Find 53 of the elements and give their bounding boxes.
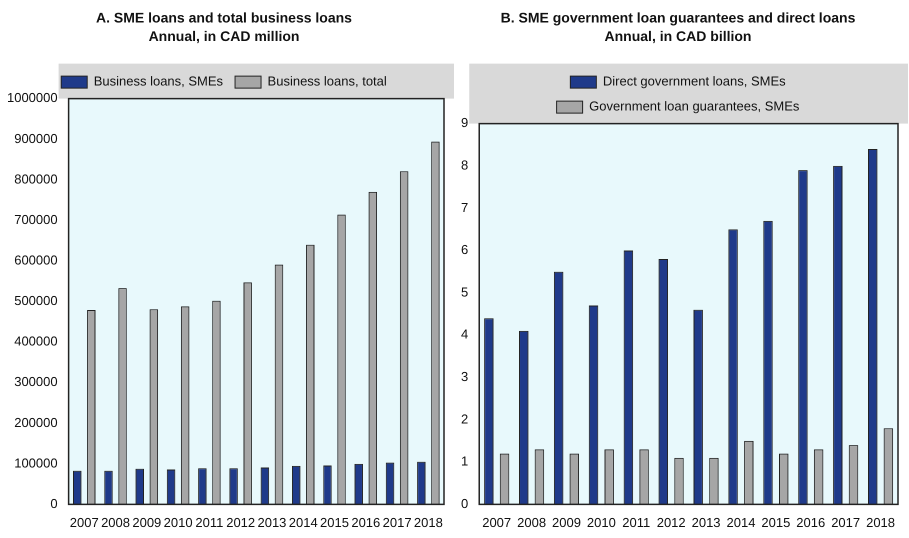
- y-tick-label: 2: [460, 411, 468, 426]
- legend-label: Direct government loans, SMEs: [602, 74, 786, 89]
- x-tick-label: 2007: [70, 514, 99, 530]
- x-tick-label: 2007: [482, 514, 512, 530]
- y-tick-label: 3: [460, 369, 468, 384]
- y-tick-label: 600000: [14, 252, 58, 268]
- y-tick-label: 1000000: [6, 90, 58, 106]
- y-tick-label: 400000: [14, 334, 58, 349]
- x-tick-label: 2016: [351, 514, 380, 530]
- x-tick-label: 2015: [320, 514, 349, 530]
- x-tick-label: 2013: [257, 514, 286, 530]
- x-tick-label: 2016: [796, 514, 826, 530]
- legend-label: Government loan guarantees, SMEs: [589, 98, 800, 114]
- legend-label: Business loans, total: [268, 74, 387, 89]
- x-tick-label: 2014: [726, 514, 756, 530]
- y-tick-label: 9: [460, 115, 468, 130]
- x-tick-label: 2011: [622, 514, 650, 530]
- x-tick-label: 2008: [517, 514, 546, 530]
- y-tick-label: 6: [460, 242, 468, 258]
- x-tick-label: 2012: [226, 514, 256, 530]
- y-tick-label: 4: [460, 326, 468, 342]
- y-tick-label: 7: [460, 200, 468, 215]
- y-tick-label: 0: [50, 496, 58, 511]
- legend-label: Business loans, SMEs: [94, 74, 224, 89]
- x-tick-label: 2017: [382, 514, 412, 530]
- chart-title: A. SME loans and total business loans: [96, 9, 352, 26]
- x-tick-label: 2011: [195, 514, 224, 530]
- x-tick-label: 2013: [692, 514, 721, 530]
- y-tick-label: 700000: [14, 212, 58, 227]
- y-tick-label: 5: [460, 284, 468, 300]
- y-tick-label: 1: [460, 454, 468, 469]
- chart-title: B. SME government loan guarantees and direct loans: [500, 9, 856, 26]
- y-tick-label: 100000: [14, 455, 58, 470]
- y-tick-label: 500000: [14, 293, 58, 308]
- y-tick-label: 300000: [14, 374, 58, 390]
- x-tick-label: 2008: [101, 514, 130, 530]
- y-tick-label: 800000: [14, 171, 58, 186]
- x-tick-label: 2018: [414, 514, 443, 530]
- y-tick-label: 8: [460, 157, 468, 172]
- y-tick-label: 0: [460, 496, 468, 511]
- chart-subtitle: Annual, in CAD million: [148, 28, 300, 44]
- x-tick-label: 2010: [164, 514, 193, 530]
- x-tick-label: 2009: [552, 514, 581, 530]
- x-tick-label: 2012: [656, 514, 686, 530]
- y-tick-label: 200000: [14, 414, 58, 430]
- x-tick-label: 2018: [866, 514, 896, 530]
- chart-subtitle: Annual, in CAD billion: [604, 28, 752, 44]
- x-tick-label: 2017: [831, 514, 860, 530]
- x-tick-label: 2010: [586, 514, 616, 530]
- x-tick-label: 2015: [761, 514, 790, 530]
- x-tick-label: 2014: [288, 514, 318, 530]
- x-tick-label: 2009: [132, 514, 162, 530]
- y-tick-label: 900000: [14, 130, 58, 146]
